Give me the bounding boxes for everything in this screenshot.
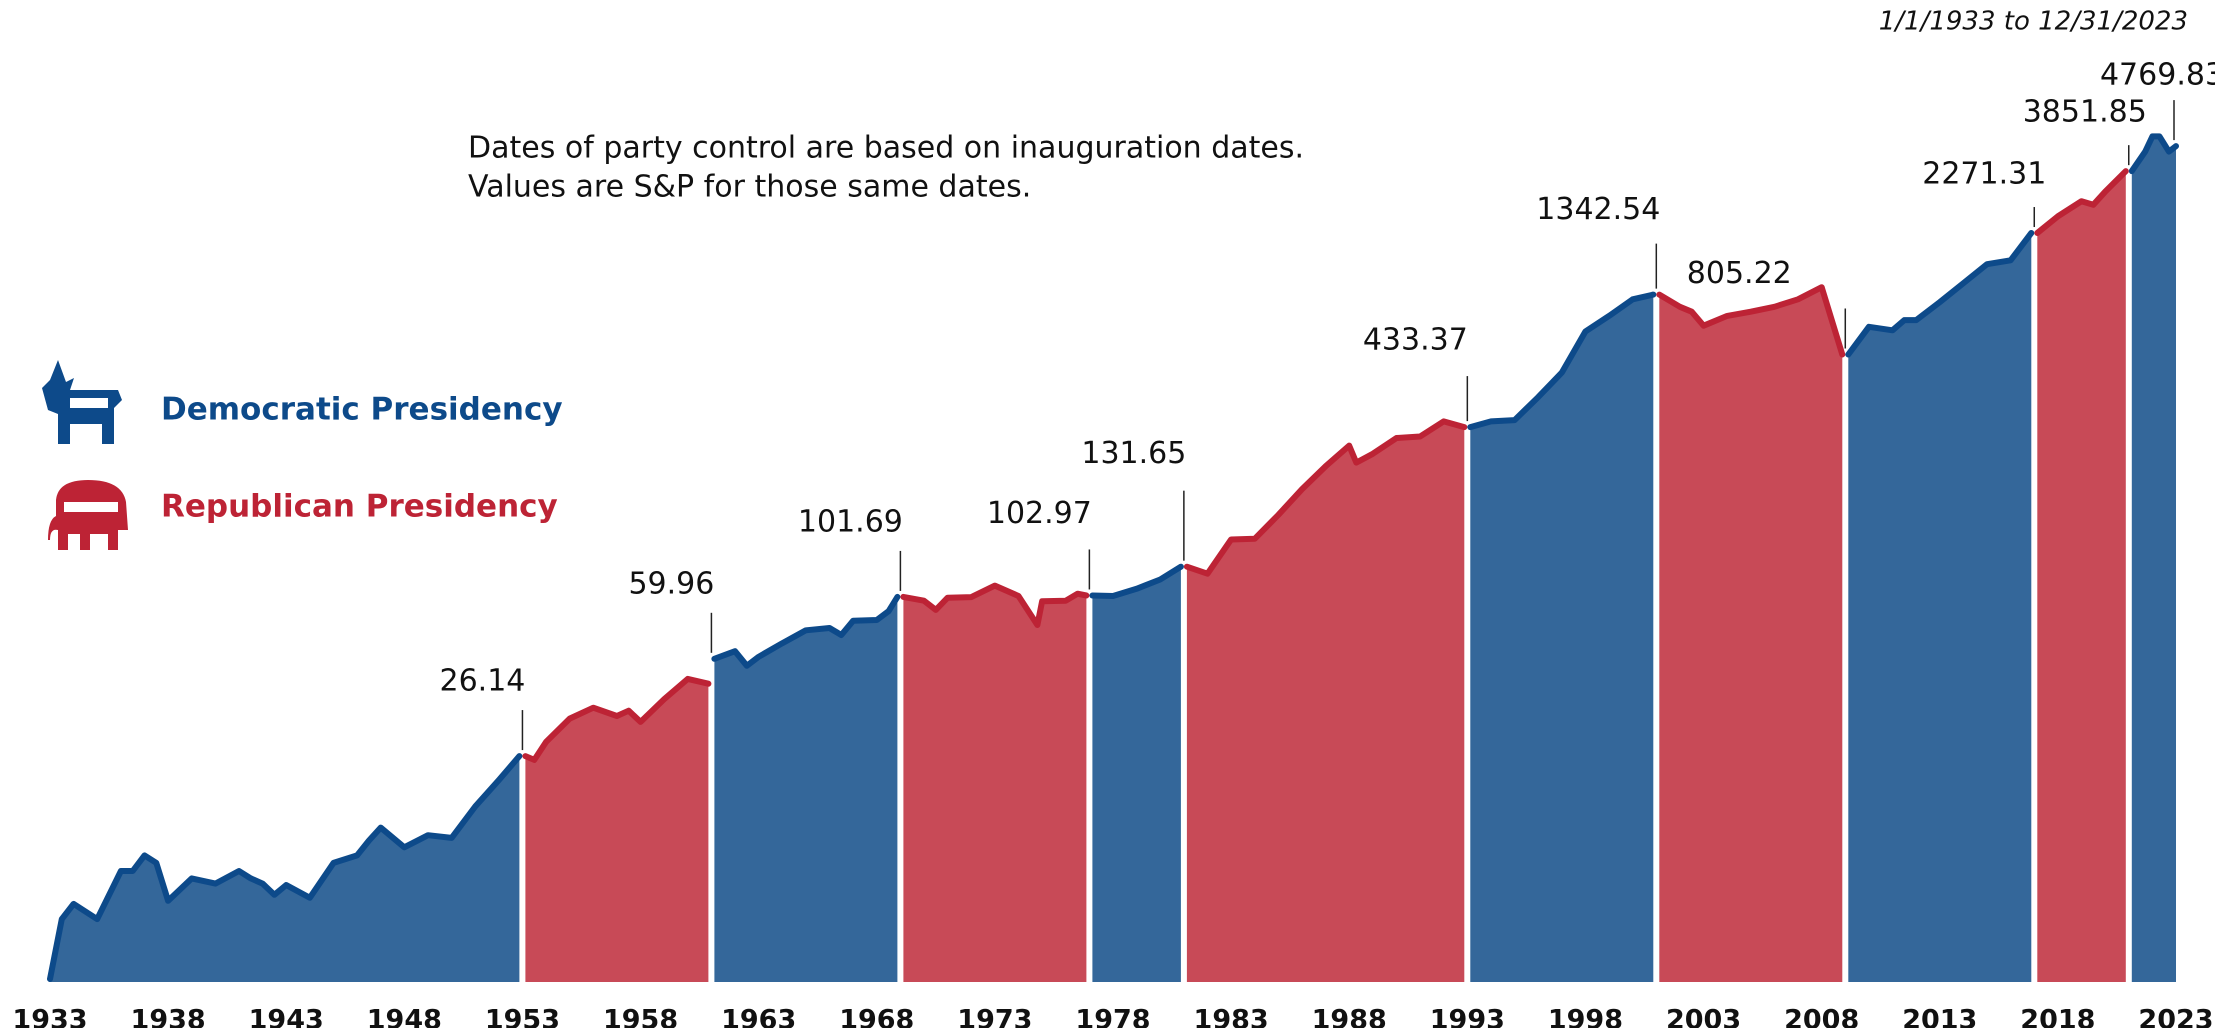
legend-label: Democratic Presidency: [161, 392, 563, 428]
area: [1186, 421, 1465, 982]
area: [2131, 136, 2176, 982]
date-range: 1/1/1933 to 12/31/2023: [1879, 7, 2188, 37]
x-tick-label: 1983: [1194, 1005, 1269, 1028]
area: [1659, 287, 1843, 982]
line: [711, 593, 901, 669]
value-label: 433.37: [1363, 323, 1468, 358]
line: [47, 753, 523, 982]
x-tick-label: 2013: [1902, 1005, 1977, 1028]
line: [1656, 284, 1846, 358]
value-label: 805.22: [1687, 256, 1792, 291]
x-tick-label: 1993: [1430, 1005, 1505, 1028]
x-tick-label: 2003: [1666, 1005, 1741, 1028]
value-label: 59.96: [628, 566, 714, 601]
x-tick-label: 1953: [485, 1005, 560, 1028]
value-label: 2271.31: [1922, 157, 2046, 192]
line: [2128, 133, 2179, 175]
x-tick-label: 1978: [1075, 1005, 1150, 1028]
value-label: 102.97: [987, 496, 1092, 531]
legend-label: Republican Presidency: [161, 489, 558, 525]
note-line: Values are S&P for those same dates.: [468, 170, 1031, 205]
note-line: Dates of party control are based on inau…: [468, 131, 1304, 166]
value-label: 3851.85: [2023, 95, 2147, 130]
area: [903, 585, 1087, 982]
line: [1089, 563, 1184, 599]
donkey-icon: [42, 360, 122, 444]
value-label: 26.14: [439, 664, 525, 699]
area: [525, 678, 709, 982]
value-label: 1342.54: [1536, 192, 1660, 227]
line: [2034, 168, 2129, 236]
line: [1845, 230, 2035, 358]
x-tick-label: 1988: [1312, 1005, 1387, 1028]
area: [1848, 233, 2032, 982]
line: [522, 675, 712, 763]
x-tick-label: 2018: [2020, 1005, 2095, 1028]
value-label: 131.65: [1081, 436, 1186, 471]
x-tick-label: 1963: [721, 1005, 796, 1028]
value-label: 101.69: [798, 504, 903, 539]
x-tick-label: 1968: [839, 1005, 914, 1028]
elephant-icon: [48, 480, 128, 550]
x-tick-label: 1998: [1548, 1005, 1623, 1028]
x-tick-label: 1933: [12, 1005, 87, 1028]
lines: [47, 133, 2179, 982]
area: [714, 596, 898, 982]
x-tick-label: 1943: [249, 1005, 324, 1028]
x-tick-label: 2023: [2138, 1005, 2213, 1028]
value-label: 4769.83: [2100, 58, 2215, 93]
x-tick-label: 2008: [1784, 1005, 1859, 1028]
x-tick-label: 1948: [367, 1005, 442, 1028]
area: [50, 756, 520, 982]
x-tick-label: 1938: [131, 1005, 206, 1028]
area: [1092, 566, 1181, 982]
line: [1183, 418, 1468, 577]
areas: [50, 136, 2176, 983]
area: [1470, 294, 1654, 983]
area: [2037, 171, 2126, 983]
x-tick-label: 1958: [603, 1005, 678, 1028]
line: [900, 582, 1090, 628]
line: [1467, 291, 1657, 431]
x-tick-label: 1973: [957, 1005, 1032, 1028]
